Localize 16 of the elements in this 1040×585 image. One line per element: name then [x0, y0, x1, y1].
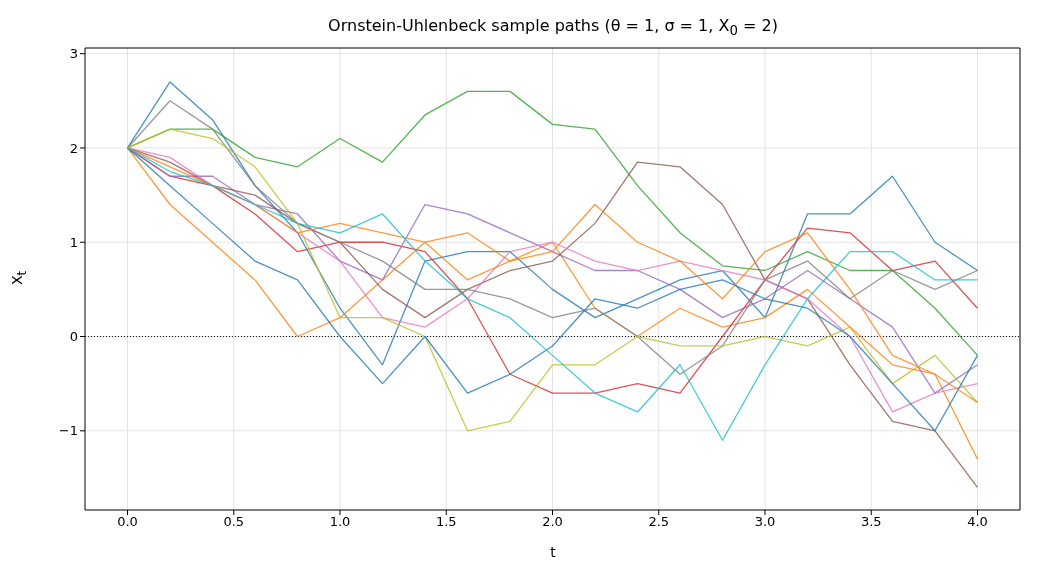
x-tick-label: 3.0 [754, 514, 776, 530]
x-tick-label: 1.0 [329, 514, 351, 530]
x-tick-label: 1.5 [435, 514, 457, 530]
x-tick-label: 2.0 [542, 514, 563, 530]
x-axis-title: t [549, 544, 557, 560]
y-tick-label: 3 [69, 46, 78, 62]
chart-title: Ornstein-Uhlenbeck sample paths (θ = 1, σ = 1, X$_{0}$ = 2) [327, 16, 779, 39]
y-tick-label: −1 [58, 423, 78, 439]
x-tick-label: 3.5 [860, 514, 882, 530]
y-tick-label: 2 [69, 140, 78, 156]
y-tick-label: 0 [69, 329, 78, 345]
x-tick-label: 0.0 [117, 514, 138, 530]
x-tick-label: 2.5 [648, 514, 670, 530]
y-tick-label: 1 [69, 234, 78, 250]
x-tick-label: 0.5 [223, 514, 245, 530]
x-tick-label: 4.0 [967, 514, 988, 530]
